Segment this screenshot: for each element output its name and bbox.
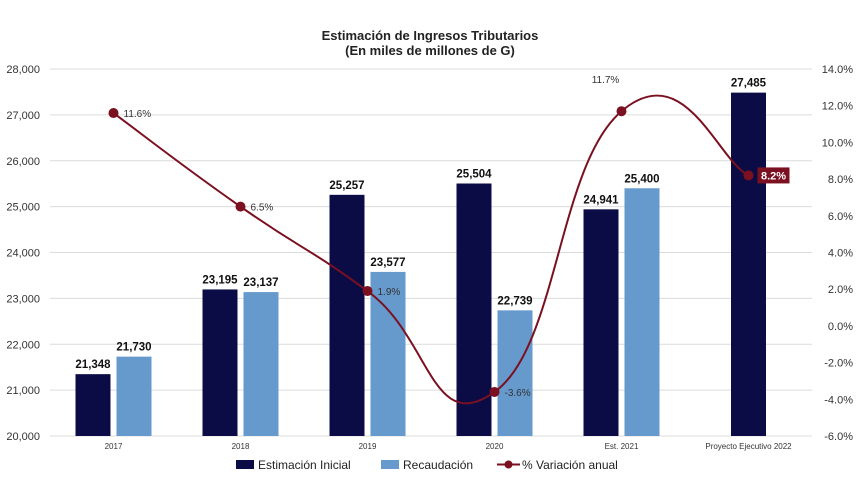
right-tick-label: 14.0%	[822, 64, 853, 76]
chart-title: Estimación de Ingresos Tributarios	[322, 28, 539, 43]
left-axis: 20,000 21,000 22,000 23,000 24,000 25,000 26,0…	[6, 64, 40, 443]
bar-label-estimacion: 24,941	[583, 194, 619, 206]
left-tick-label: 24,000	[6, 248, 40, 260]
variation-label: 11.6%	[124, 109, 152, 120]
left-tick-label: 27,000	[6, 110, 40, 122]
legend-swatch-recaudacion	[381, 460, 399, 469]
right-tick-label: 10.0%	[822, 137, 853, 149]
variation-marker	[108, 108, 119, 119]
left-tick-label: 23,000	[6, 293, 40, 305]
right-tick-label: 2.0%	[828, 284, 853, 296]
variation-marker	[489, 386, 500, 397]
variation-label: 1.9%	[378, 287, 401, 298]
variation-marker	[235, 201, 246, 212]
variation-marker	[616, 106, 627, 117]
bar-label-estimacion: 27,485	[731, 78, 767, 90]
left-tick-label: 26,000	[6, 156, 40, 168]
legend-swatch-estimacion	[236, 460, 254, 469]
gridlines	[50, 68, 812, 437]
legend-label-estimacion: Estimación Inicial	[258, 458, 351, 472]
bar-estimacion-inicial	[456, 183, 492, 436]
bar-recaudacion	[243, 292, 279, 436]
bar-label-estimacion: 25,504	[456, 169, 492, 181]
right-tick-label: -2.0%	[824, 358, 853, 370]
category-label: Proyecto Ejecutivo 2022	[705, 442, 792, 451]
category-label: 2020	[486, 442, 504, 451]
right-tick-label: 4.0%	[828, 248, 853, 260]
bar-recaudacion	[624, 188, 660, 436]
bar-estimacion-inicial	[329, 194, 365, 436]
left-tick-label: 25,000	[6, 202, 40, 214]
right-tick-label: -6.0%	[824, 431, 853, 443]
bar-estimacion-inicial	[75, 374, 111, 436]
bar-label-estimacion: 21,348	[75, 359, 111, 371]
bar-label-recaudacion: 25,400	[624, 173, 659, 185]
bar-label-recaudacion: 21,730	[116, 342, 151, 354]
right-tick-label: -4.0%	[824, 394, 853, 406]
bar-estimacion-inicial	[583, 209, 619, 436]
bar-label-recaudacion: 22,739	[497, 295, 532, 307]
right-tick-label: 6.0%	[828, 211, 853, 223]
legend-label-recaudacion: Recaudación	[403, 458, 473, 472]
variation-label: 11.7%	[592, 75, 620, 86]
variation-label: -3.6%	[505, 388, 531, 399]
bar-label-recaudacion: 23,577	[370, 257, 405, 269]
right-axis: -6.0% -4.0% -2.0% 0.0% 2.0% 4.0% 6.0% 8.0% 10.0%…	[822, 64, 853, 443]
bar-label-estimacion: 25,257	[329, 180, 364, 192]
bar-estimacion-inicial	[731, 92, 766, 437]
category-label: 2017	[105, 442, 123, 451]
legend-marker-variacion	[504, 460, 513, 469]
right-tick-label: 12.0%	[822, 101, 853, 113]
left-tick-label: 21,000	[6, 385, 40, 397]
left-tick-label: 20,000	[6, 431, 40, 443]
bar-recaudacion	[497, 310, 533, 436]
right-tick-label: 8.0%	[828, 174, 853, 186]
variation-line: 11.6% 6.5% 1.9% -3.6% 11.7% 8.2%	[108, 75, 790, 405]
left-tick-label: 28,000	[6, 64, 40, 76]
right-tick-label: 0.0%	[828, 321, 853, 333]
chart-subtitle: (En miles de millones de G)	[345, 43, 515, 58]
variation-marker	[362, 286, 373, 297]
category-label: 2019	[359, 442, 377, 451]
variation-label-highlight-box	[757, 167, 790, 184]
variation-label-highlight: 8.2%	[761, 170, 786, 182]
bar-recaudacion	[116, 356, 152, 436]
category-label: 2018	[232, 442, 250, 451]
category-label: Est. 2021	[605, 442, 639, 451]
variation-marker	[743, 170, 754, 181]
left-tick-label: 22,000	[6, 339, 40, 351]
legend-label-variacion: % Variación anual	[522, 458, 618, 472]
bar-label-estimacion: 23,195	[202, 274, 238, 286]
bar-estimacion-inicial	[202, 289, 238, 436]
category-labels: 2017 2018 2019 2020 Est. 2021 Proyecto Ejecut…	[105, 442, 793, 451]
bars: 21,348 21,730 23,195 23,137 25,257 23,577 25,5…	[75, 78, 767, 437]
variation-label: 6.5%	[251, 203, 274, 214]
legend: Estimación Inicial Recaudación % Variaci…	[236, 458, 618, 472]
bar-label-recaudacion: 23,137	[243, 277, 278, 289]
